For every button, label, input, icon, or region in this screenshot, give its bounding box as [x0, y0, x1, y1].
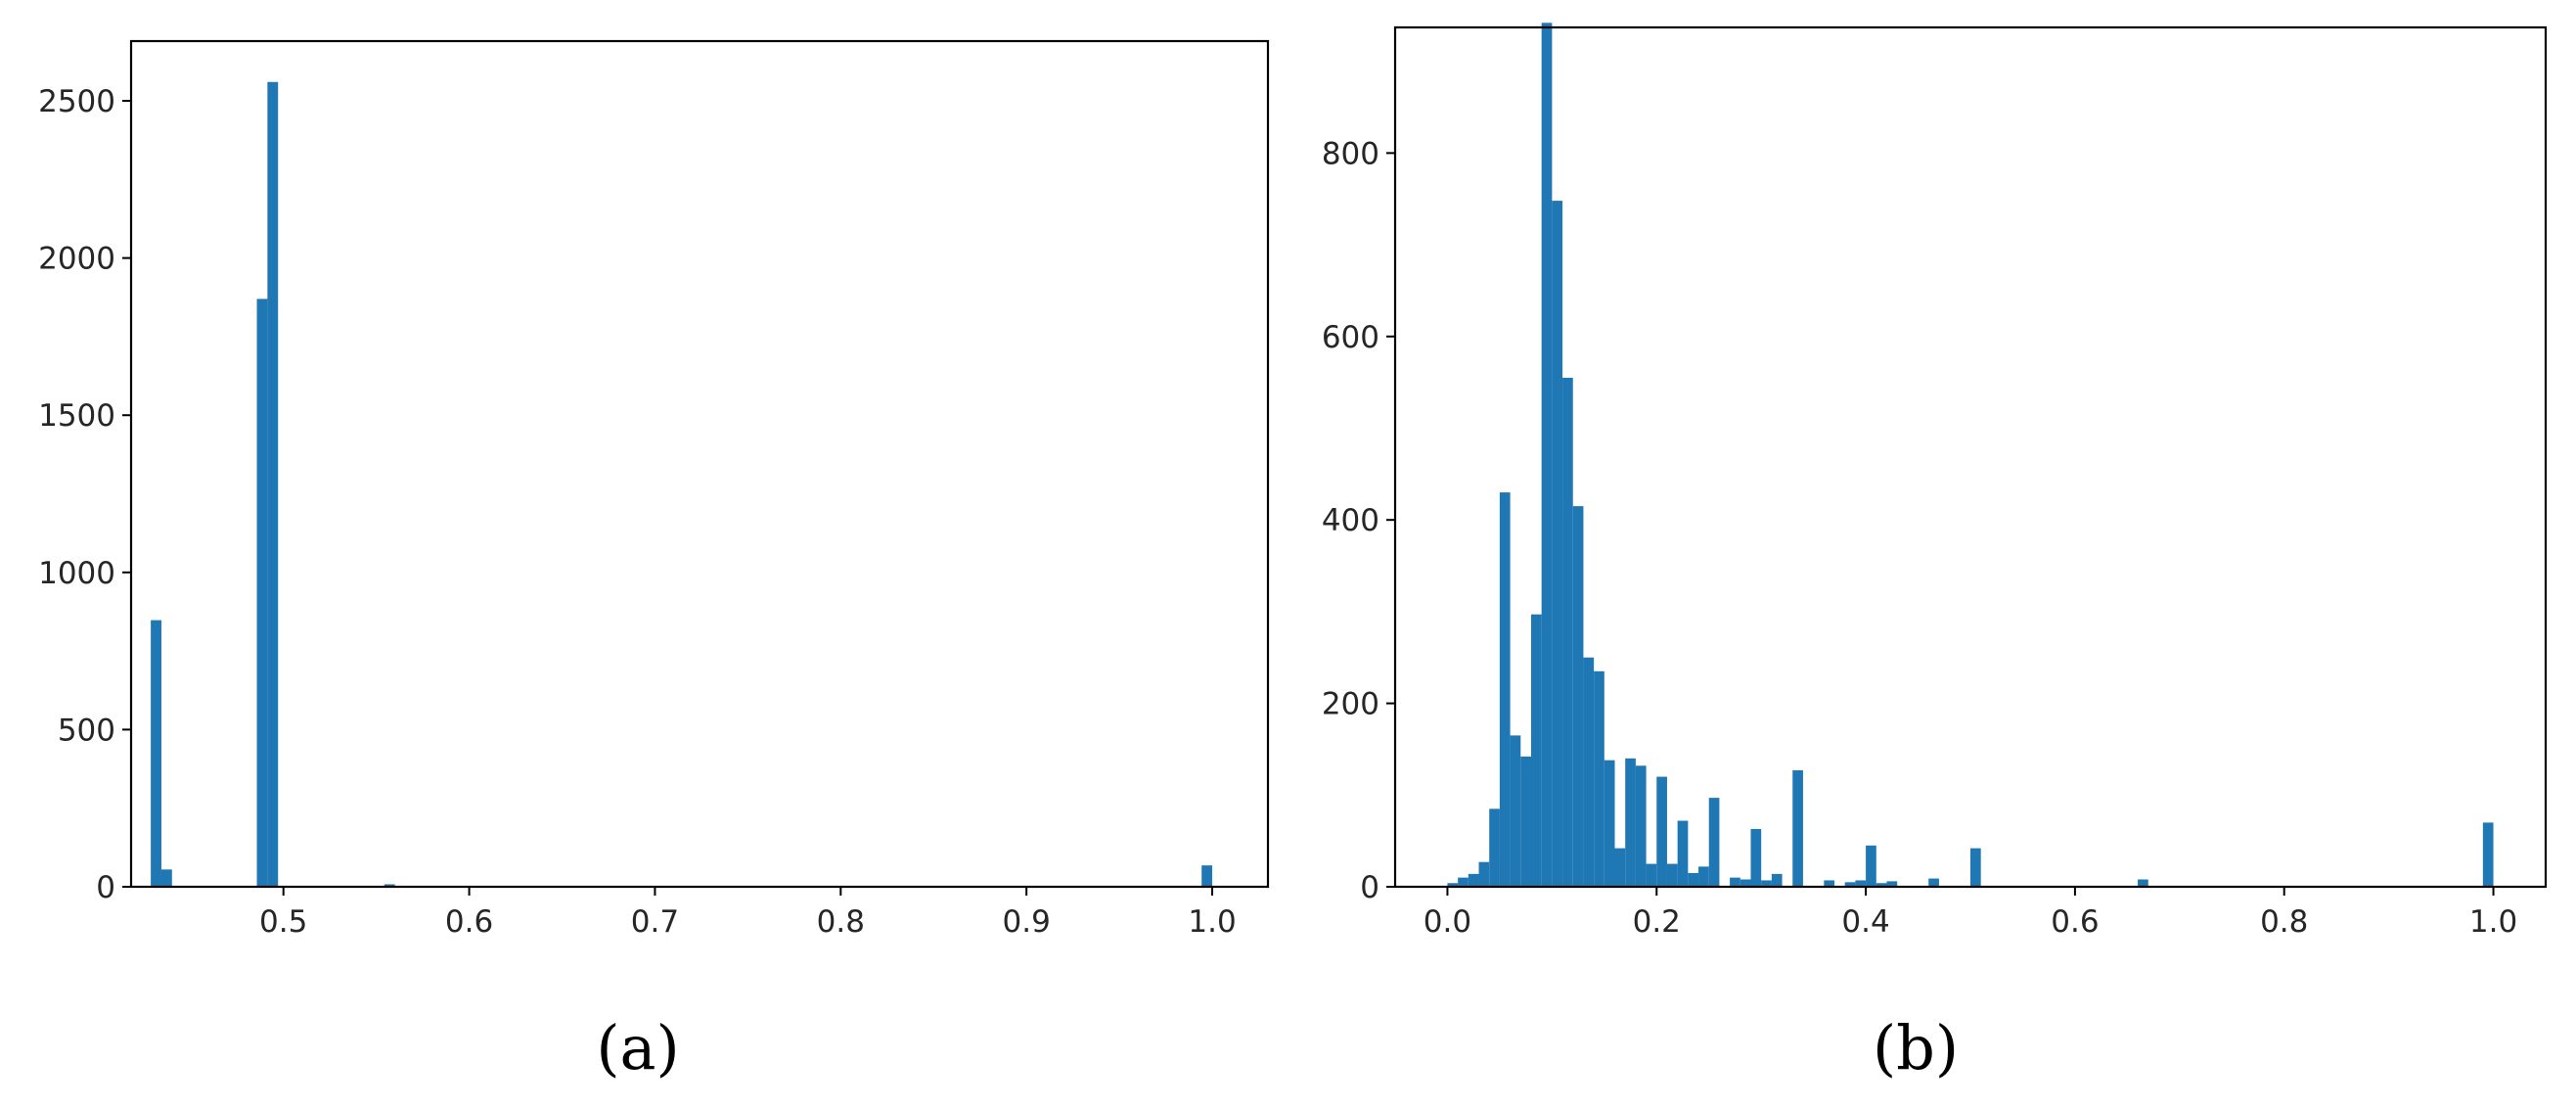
y-tick-label: 1000: [38, 556, 115, 591]
histogram-bar: [1855, 880, 1867, 887]
x-tick-label: 0.4: [1841, 904, 1889, 940]
x-tick-label: 0.6: [445, 904, 493, 940]
histogram-bar: [1771, 873, 1783, 887]
y-tick-label: 0: [96, 870, 115, 905]
panel-b-y-axis: 0 200 400 600 800: [1322, 136, 1395, 905]
histogram-bar: [384, 884, 395, 887]
histogram-bar: [1562, 377, 1573, 887]
histogram-bar: [1844, 882, 1856, 887]
panel-b-bars: [1447, 23, 2494, 888]
histogram-bar: [1594, 670, 1604, 887]
histogram-bar: [1761, 880, 1772, 887]
histogram-bar: [1468, 873, 1479, 887]
x-tick-label: 0.7: [631, 904, 679, 940]
histogram-bar: [1708, 798, 1720, 887]
x-tick-label: 0.0: [1424, 904, 1471, 940]
panel-a-bars: [151, 81, 1213, 888]
y-tick-label: 200: [1322, 687, 1379, 722]
histogram-bar: [1688, 872, 1699, 887]
histogram-bar: [1970, 848, 1981, 887]
histogram-bar: [1646, 863, 1657, 887]
panel-a-frame: [129, 39, 1270, 889]
y-tick-label: 800: [1322, 136, 1379, 171]
histogram-bar: [151, 620, 161, 887]
x-tick-label: 0.9: [1003, 904, 1051, 940]
histogram-bar: [1666, 863, 1678, 887]
y-tick-label: 400: [1322, 503, 1379, 538]
x-tick-label: 1.0: [1188, 904, 1236, 940]
y-tick-label: 2000: [38, 242, 115, 277]
histogram-bar: [1489, 808, 1500, 887]
histogram-bar: [1866, 845, 1876, 887]
histogram-bar: [1572, 506, 1584, 887]
histogram-bar: [1635, 765, 1647, 887]
histogram-bar: [1625, 758, 1636, 887]
x-tick-label: 0.5: [259, 904, 307, 940]
panel-a-y-axis: 0 500 1000 1500 2000 2500: [38, 84, 131, 905]
histogram-bar: [1478, 861, 1490, 887]
panel-a-x-axis: 0.5 0.6 0.7 0.8 0.9 1.0: [259, 887, 1237, 940]
histogram-bar: [2482, 822, 2494, 887]
histogram-bar: [1520, 756, 1531, 887]
histogram-bar: [160, 869, 172, 887]
histogram-bar: [1604, 760, 1615, 887]
x-tick-label: 1.0: [2469, 904, 2517, 940]
y-tick-label: 500: [58, 713, 115, 748]
x-tick-label: 0.6: [2051, 904, 2099, 940]
histogram-bar: [1541, 23, 1553, 888]
histogram-bar: [1824, 880, 1835, 887]
panel-b-caption: (b): [1873, 1012, 1959, 1084]
histogram-bar: [1876, 883, 1887, 887]
histogram-bar: [1201, 865, 1213, 887]
histogram-bar: [1530, 614, 1542, 887]
histogram-bar: [1928, 878, 1939, 887]
histogram-bar: [1740, 879, 1751, 887]
histogram-bar: [1698, 866, 1709, 887]
histogram-bar: [1458, 877, 1469, 887]
histogram-bar: [1614, 848, 1626, 887]
histogram-bar: [1750, 828, 1762, 887]
histogram-bar: [1499, 492, 1511, 887]
panel-a-caption: (a): [596, 1012, 679, 1084]
x-tick-label: 0.8: [817, 904, 865, 940]
histogram-bar: [267, 81, 279, 888]
histogram-bar: [1583, 657, 1595, 887]
histogram-bar: [2138, 879, 2148, 887]
histogram-bar: [1730, 877, 1740, 887]
histogram-bar: [1886, 881, 1898, 887]
panel-b-x-axis: 0.0 0.2 0.4 0.6 0.8 1.0: [1424, 887, 2517, 940]
panel-b-frame: [1393, 25, 2548, 889]
y-tick-label: 0: [1360, 870, 1379, 905]
histogram-bar: [1656, 776, 1667, 887]
x-tick-label: 0.2: [1633, 904, 1681, 940]
histogram-bar: [1552, 201, 1563, 888]
histogram-bar: [1510, 735, 1521, 887]
y-tick-label: 600: [1322, 320, 1379, 355]
histogram-bar: [1792, 769, 1803, 887]
y-tick-label: 1500: [38, 398, 115, 434]
panel-b: 0 200 400 600 800 0.0 0.2 0.4 0.6 0.8 1.0 (b): [1322, 23, 2548, 1084]
x-tick-label: 0.8: [2260, 904, 2308, 940]
histogram-bar: [1677, 820, 1689, 887]
histogram-bar: [256, 299, 268, 887]
y-tick-label: 2500: [38, 84, 115, 119]
histogram-bar: [1447, 883, 1459, 887]
